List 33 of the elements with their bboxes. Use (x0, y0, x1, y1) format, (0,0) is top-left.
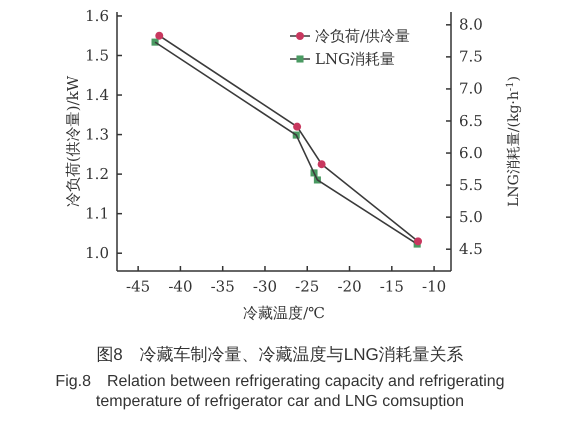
x-tick-label: -40 (168, 278, 192, 296)
point (293, 122, 302, 131)
y-tick-label: 1.5 (85, 46, 109, 64)
y-tick-label: 1.6 (85, 6, 109, 25)
y-tick-label: 1.1 (85, 204, 109, 222)
y2-tick-label: 5.0 (459, 208, 483, 226)
y2-tick-label: 7.5 (459, 48, 483, 66)
y-tick-label: 1.4 (85, 86, 109, 104)
x-tick-label: -45 (126, 278, 150, 296)
y-tick-label: 1.2 (85, 164, 109, 183)
point (155, 32, 164, 40)
y2-tick-label: 6.5 (459, 112, 483, 130)
y2-tick-label: 4.5 (459, 240, 483, 258)
y2-tick-label: 6.0 (459, 144, 483, 162)
point (318, 160, 326, 168)
caption: 图8 冷藏车制冷量、冷藏温度与LNG消耗量关系 (96, 345, 464, 364)
x-tick-label: -15 (380, 278, 404, 296)
y2-tick-label: 8.0 (459, 16, 483, 34)
x-axis-title: 冷藏温度/℃ (243, 304, 325, 322)
x-tick-label: -30 (252, 278, 278, 296)
y2-tick-label: 5.5 (459, 176, 483, 194)
y-tick-label: 1.0 (85, 244, 109, 262)
y-tick-label: 1.3 (85, 125, 109, 144)
legend-label: 冷负荷/供冷量 (315, 27, 410, 45)
x-tick-label: -35 (210, 278, 235, 296)
legend-label: LNG消耗量 (315, 50, 396, 68)
point (414, 237, 422, 246)
x-tick-label: -25 (295, 278, 320, 296)
caption: Fig.8 Relation between refrigerating capacity and refrigerating temperature of refrigerator car and LNG comsuption (55, 373, 505, 410)
y-axis-title: 冷负荷(供冷量)/kW (64, 75, 82, 208)
x-tick-label: -20 (337, 278, 362, 296)
y2-tick-label: 7.0 (459, 80, 483, 98)
x-tick-label: -10 (422, 278, 446, 296)
